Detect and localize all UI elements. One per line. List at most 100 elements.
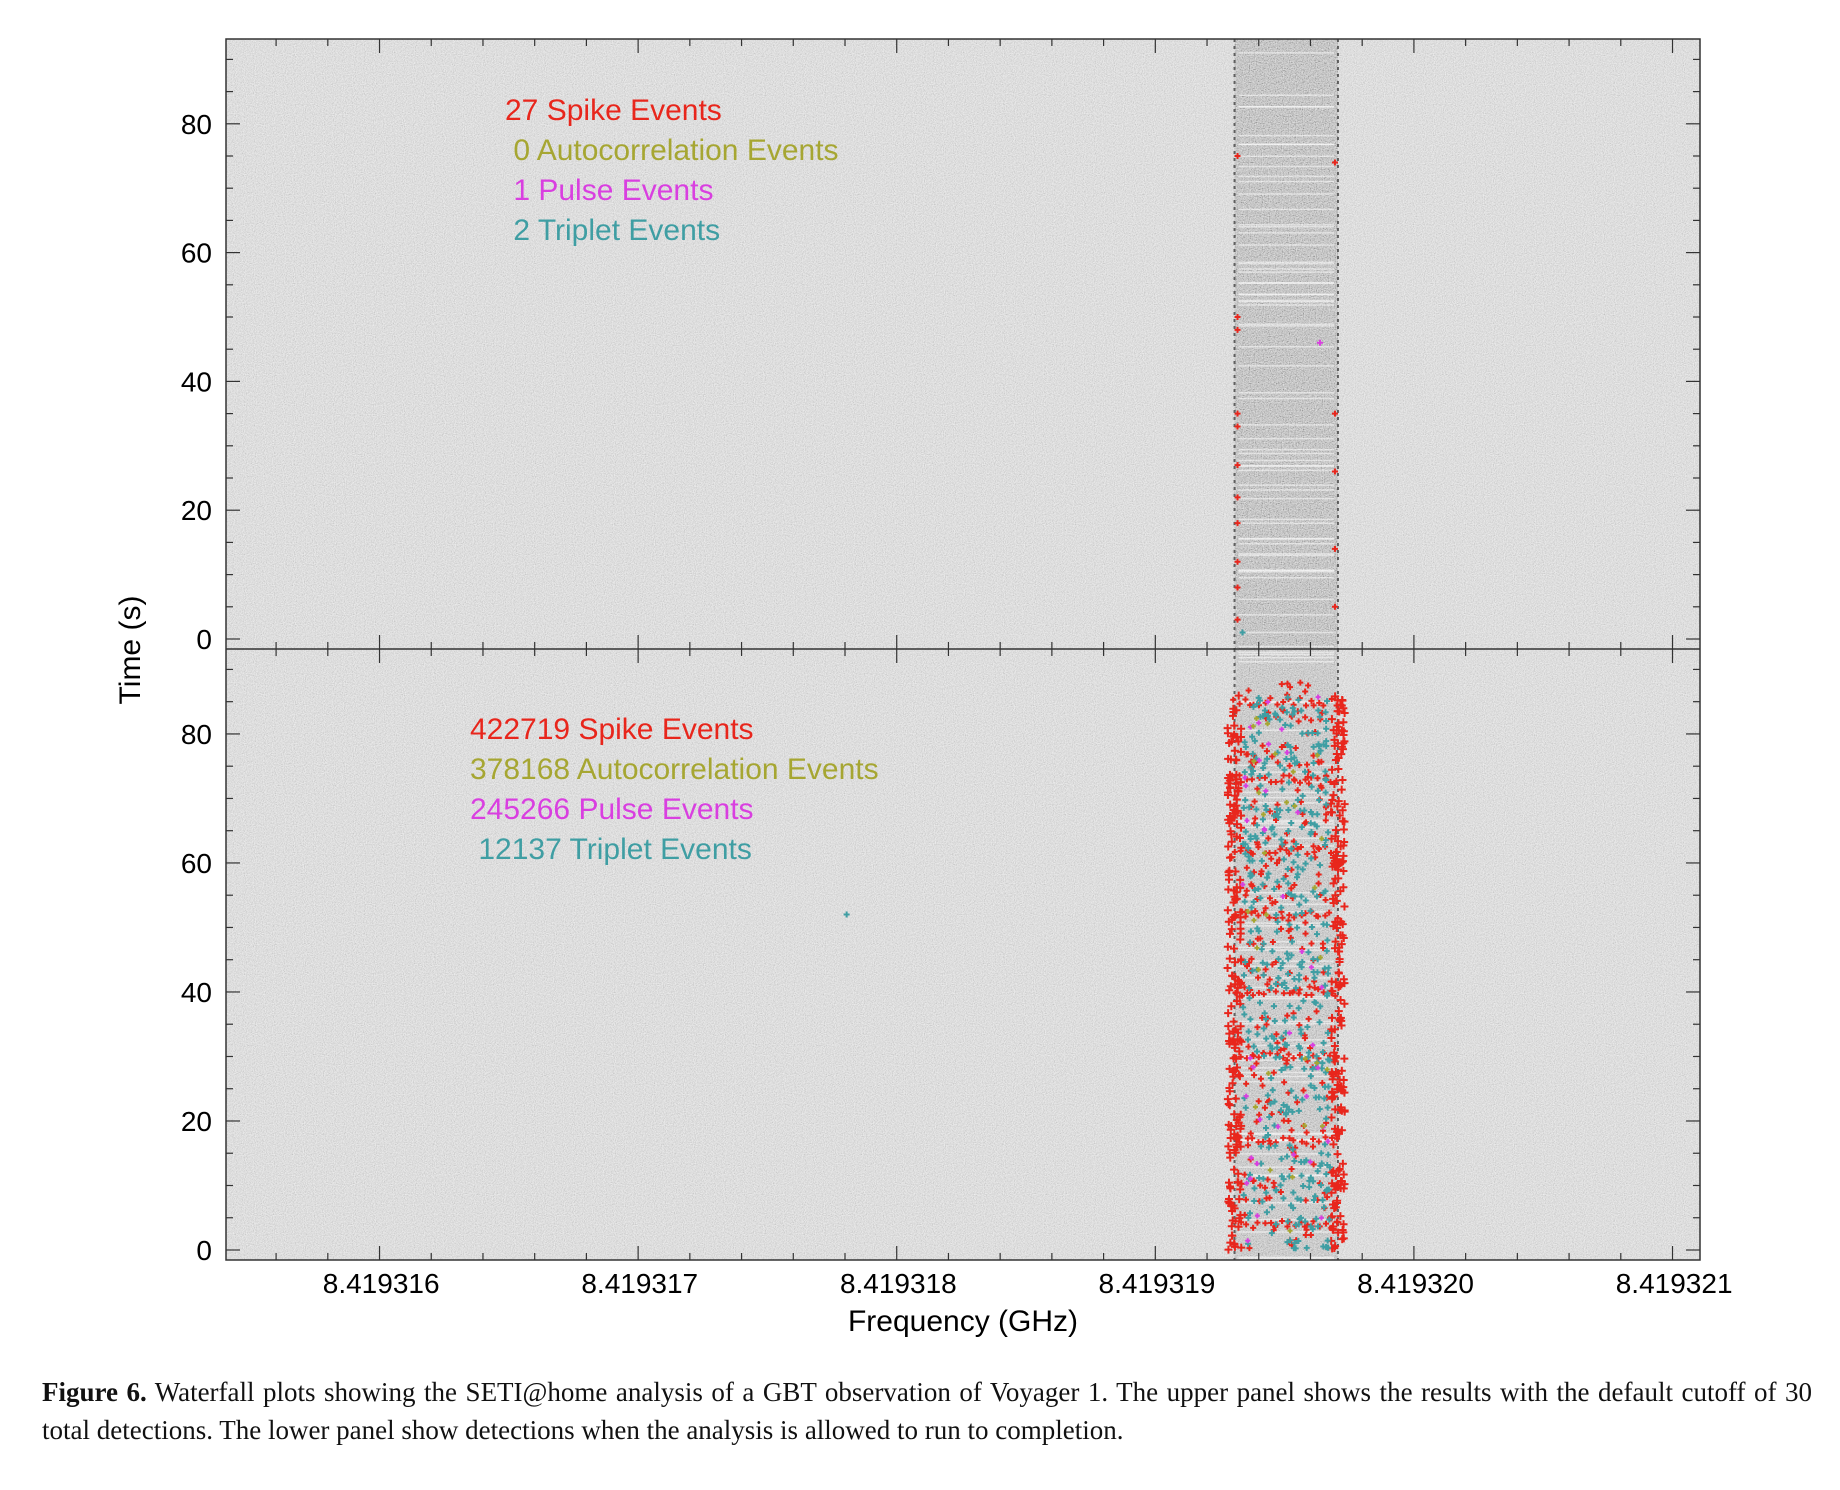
triplet-event-mark	[1298, 707, 1305, 714]
triplet-event-mark	[1302, 860, 1309, 867]
triplet-event-mark	[1302, 1218, 1309, 1225]
spike-event-mark	[1298, 1138, 1305, 1145]
spike-event-mark	[1337, 785, 1346, 794]
triplet-event-mark	[1284, 950, 1291, 957]
spike-event-mark	[1328, 808, 1337, 817]
pulse-event-mark	[1287, 1030, 1293, 1036]
spike-event-mark	[1318, 784, 1325, 791]
triplet-event-mark	[1273, 1221, 1280, 1228]
triplet-event-mark	[1308, 855, 1315, 862]
triplet-event-mark	[1273, 928, 1280, 935]
spike-event-mark	[1236, 955, 1245, 964]
triplet-event-mark	[1264, 755, 1271, 762]
spike-event-mark	[1331, 468, 1338, 475]
triplet-event-mark	[1299, 792, 1306, 799]
triplet-event-mark	[1298, 1158, 1305, 1165]
spike-event-mark	[1237, 1037, 1246, 1046]
triplet-event-mark	[1322, 776, 1329, 783]
lower-panel: 0 20 40 60 80 422719 Spike Events 378168 Auto…	[181, 649, 1700, 1266]
triplet-event-mark	[1283, 1042, 1290, 1049]
spike-event-mark	[1250, 1053, 1257, 1060]
triplet-event-mark	[1265, 1144, 1272, 1151]
triplet-event-mark	[1289, 711, 1296, 718]
spike-event-mark	[1224, 1245, 1233, 1254]
spike-event-mark	[1254, 841, 1261, 848]
spike-event-mark	[1326, 909, 1333, 916]
spike-event-mark	[1247, 702, 1254, 709]
triplet-event-mark	[1248, 771, 1255, 778]
autocorrelation-event-mark	[1254, 945, 1260, 951]
triplet-event-mark	[1259, 1198, 1266, 1205]
spike-event-mark	[1292, 745, 1299, 752]
spike-event-mark	[1262, 1184, 1269, 1191]
triplet-event-mark	[1320, 1243, 1327, 1250]
spike-event-mark	[1334, 1007, 1343, 1016]
spike-event-mark	[1229, 805, 1238, 814]
triplet-event-mark	[1317, 1182, 1324, 1189]
triplet-event-mark	[1273, 806, 1280, 813]
spike-event-mark	[1264, 981, 1271, 988]
legend-triplet-count: 2 Triplet Events	[505, 214, 720, 247]
spike-event-mark	[1243, 1221, 1250, 1228]
spike-event-mark	[1266, 849, 1273, 856]
spike-event-mark	[1236, 875, 1245, 884]
spike-event-mark	[1229, 1017, 1238, 1026]
triplet-event-mark	[1260, 972, 1267, 979]
spike-event-mark	[1245, 687, 1252, 694]
autocorrelation-event-mark	[1319, 1123, 1325, 1129]
spike-event-mark	[1252, 908, 1259, 915]
pulse-event-mark	[1265, 699, 1271, 705]
spike-event-mark	[1255, 912, 1262, 919]
triplet-event-mark	[1291, 708, 1298, 715]
pulse-event-mark	[1315, 1065, 1321, 1071]
autocorrelation-event-mark	[1253, 715, 1259, 721]
spike-event-mark	[1339, 1234, 1348, 1243]
spike-event-mark	[1329, 1134, 1336, 1141]
spike-event-mark	[1310, 1136, 1317, 1143]
spike-event-mark	[1329, 1140, 1338, 1149]
spike-event-mark	[1340, 902, 1349, 911]
autocorrelation-event-mark	[1255, 967, 1261, 973]
autocorrelation-event-mark	[1253, 1104, 1258, 1110]
spike-event-mark	[1238, 992, 1245, 999]
triplet-event-mark	[1298, 910, 1305, 917]
autocorrelation-event-mark	[1263, 912, 1269, 918]
spike-event-mark	[1269, 938, 1276, 945]
spike-event-mark	[1268, 855, 1275, 862]
spike-event-mark	[1227, 925, 1236, 934]
triplet-event-mark	[1303, 1157, 1310, 1164]
spike-event-mark	[1236, 772, 1243, 779]
pulse-event-mark	[1316, 339, 1323, 346]
triplet-event-mark	[1266, 1113, 1273, 1120]
pulse-event-mark	[1279, 726, 1285, 732]
spike-event-mark	[1230, 746, 1239, 755]
spike-event-mark	[1328, 1075, 1337, 1084]
spike-event-mark	[1303, 1140, 1310, 1147]
spike-event-mark	[1337, 1126, 1346, 1135]
spike-event-mark	[1278, 778, 1285, 785]
triplet-event-mark	[1254, 1048, 1260, 1055]
triplet-event-mark	[1278, 1066, 1285, 1073]
triplet-event-mark	[1305, 729, 1312, 736]
spike-event-mark	[1229, 1054, 1238, 1063]
triplet-event-mark	[1310, 956, 1317, 963]
triplet-event-mark	[1302, 768, 1308, 775]
spike-event-mark	[1323, 1220, 1330, 1227]
spike-event-mark	[1283, 847, 1290, 854]
triplet-event-mark	[1278, 904, 1285, 911]
triplet-event-mark	[1287, 1064, 1294, 1071]
triplet-event-mark	[1323, 801, 1330, 808]
pulse-event-mark	[1319, 984, 1325, 990]
spike-event-mark	[1331, 1185, 1340, 1194]
triplet-event-mark	[1264, 961, 1271, 968]
triplet-event-mark	[1288, 1087, 1295, 1094]
triplet-event-mark	[1273, 911, 1280, 918]
spike-event-mark	[1332, 749, 1341, 758]
spike-event-mark	[1334, 797, 1343, 806]
spike-event-mark	[1224, 773, 1233, 782]
spike-event-mark	[1308, 940, 1315, 947]
triplet-event-mark	[1315, 741, 1322, 748]
upper-panel-noise-background	[226, 39, 1700, 649]
triplet-event-mark	[1242, 850, 1249, 857]
spike-event-mark	[1236, 1138, 1243, 1145]
